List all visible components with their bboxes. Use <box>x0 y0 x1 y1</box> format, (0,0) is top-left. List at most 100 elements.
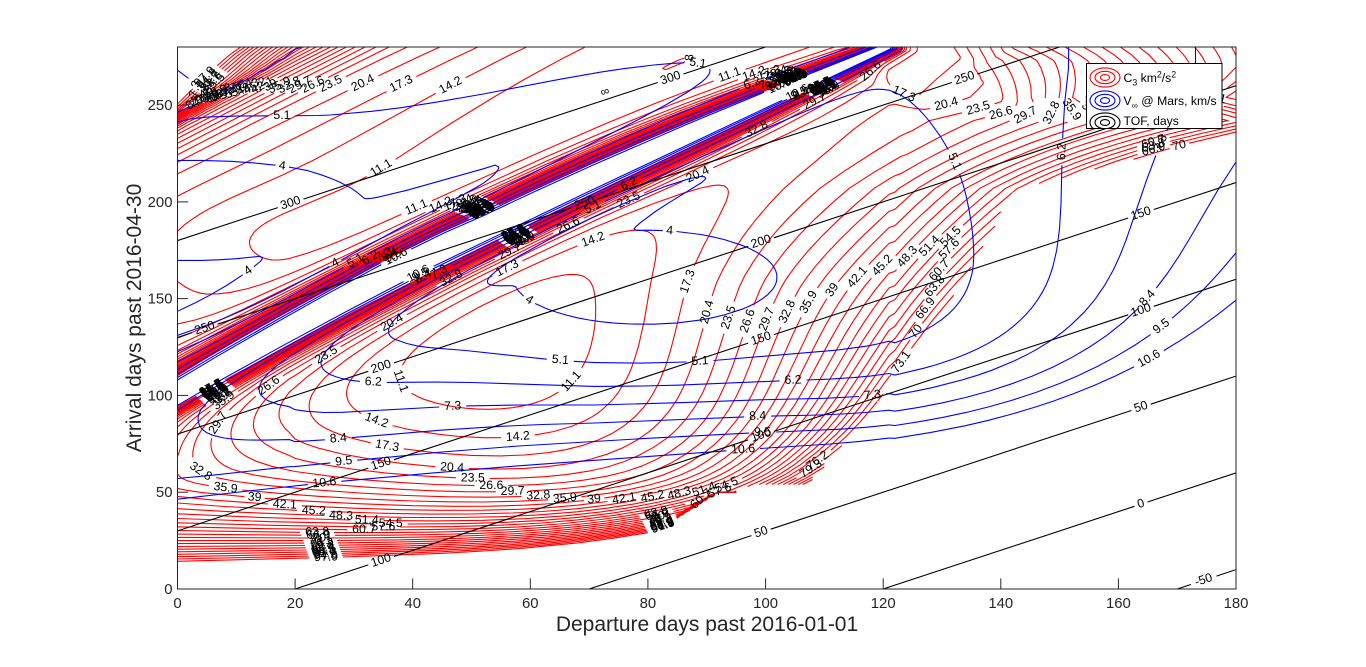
svg-text:88.6: 88.6 <box>649 514 676 534</box>
svg-text:70: 70 <box>203 85 222 104</box>
svg-text:-50: -50 <box>1193 570 1214 589</box>
svg-text:9.5: 9.5 <box>410 264 432 284</box>
svg-text:66.9: 66.9 <box>1140 139 1167 159</box>
svg-text:100: 100 <box>753 596 778 612</box>
svg-text:100: 100 <box>369 550 393 570</box>
svg-text:82.4: 82.4 <box>648 513 674 531</box>
svg-text:48.3: 48.3 <box>329 508 354 523</box>
svg-text:73.1: 73.1 <box>646 508 672 526</box>
svg-text:45.2: 45.2 <box>639 487 665 506</box>
svg-text:35.9: 35.9 <box>213 479 239 496</box>
svg-text:60: 60 <box>522 596 539 612</box>
svg-text:39: 39 <box>464 197 483 216</box>
svg-text:94.8: 94.8 <box>313 548 337 562</box>
svg-text:23.5: 23.5 <box>461 470 485 484</box>
svg-text:39: 39 <box>778 66 796 84</box>
svg-text:180: 180 <box>1224 596 1249 612</box>
svg-text:7.3: 7.3 <box>757 73 778 92</box>
svg-text:0: 0 <box>1135 496 1146 511</box>
svg-text:17.3: 17.3 <box>374 436 400 454</box>
svg-text:5.1: 5.1 <box>688 55 707 71</box>
svg-text:20.4: 20.4 <box>697 298 717 325</box>
svg-text:97.9: 97.9 <box>314 549 339 564</box>
svg-text:26.6: 26.6 <box>988 103 1015 123</box>
svg-text:79.3: 79.3 <box>310 537 334 551</box>
svg-text:35.9: 35.9 <box>552 490 577 506</box>
svg-text:140: 140 <box>988 596 1013 612</box>
svg-text:63.8: 63.8 <box>305 525 329 539</box>
svg-text:48.3: 48.3 <box>666 483 693 503</box>
svg-text:14.2: 14.2 <box>505 428 530 444</box>
svg-text:7.3: 7.3 <box>863 387 882 403</box>
svg-text:7.3: 7.3 <box>1150 132 1170 153</box>
svg-text:8: 8 <box>682 54 696 61</box>
svg-text:7.3: 7.3 <box>186 79 203 99</box>
svg-text:91.7: 91.7 <box>313 546 337 560</box>
svg-text:250: 250 <box>573 193 597 213</box>
svg-text:5.1: 5.1 <box>273 108 290 122</box>
svg-text:120: 120 <box>871 596 896 612</box>
svg-text:51.4: 51.4 <box>355 512 379 526</box>
svg-text:250: 250 <box>148 98 173 114</box>
svg-text:250: 250 <box>952 68 976 88</box>
svg-text:63.8: 63.8 <box>643 503 669 521</box>
svg-text:23.5: 23.5 <box>965 98 992 118</box>
svg-text:5.1: 5.1 <box>945 151 965 172</box>
svg-text:70: 70 <box>312 530 326 544</box>
svg-text:300: 300 <box>278 193 302 213</box>
svg-text:66.9: 66.9 <box>306 528 330 542</box>
svg-text:50: 50 <box>752 523 769 541</box>
svg-text:8.4: 8.4 <box>749 408 767 423</box>
svg-text:76.2: 76.2 <box>647 510 673 528</box>
svg-text:10.6: 10.6 <box>312 474 337 490</box>
svg-text:6.2: 6.2 <box>365 374 383 389</box>
svg-text:66.9: 66.9 <box>644 505 670 523</box>
svg-text:32.8: 32.8 <box>526 487 551 502</box>
svg-text:6.2: 6.2 <box>618 173 640 193</box>
svg-text:0: 0 <box>173 596 181 612</box>
svg-text:7.3: 7.3 <box>444 398 462 413</box>
svg-text:C3 km2/s2: C3 km2/s2 <box>1124 70 1177 88</box>
svg-text:0: 0 <box>164 582 172 598</box>
svg-text:150: 150 <box>148 292 173 308</box>
svg-text:85.5: 85.5 <box>311 542 335 556</box>
svg-text:20.4: 20.4 <box>440 459 465 474</box>
svg-text:6.2: 6.2 <box>1054 143 1068 160</box>
svg-text:39: 39 <box>822 280 841 299</box>
svg-text:150: 150 <box>369 453 393 473</box>
svg-text:70: 70 <box>203 380 222 399</box>
svg-text:39: 39 <box>247 489 262 504</box>
svg-text:85.5: 85.5 <box>648 514 675 534</box>
svg-text:70: 70 <box>785 68 803 86</box>
svg-text:4: 4 <box>666 223 674 237</box>
svg-text:Departure days past 2016-01-01: Departure days past 2016-01-01 <box>556 613 858 636</box>
svg-text:50: 50 <box>1132 398 1149 416</box>
svg-text:150: 150 <box>1129 203 1153 223</box>
svg-text:40: 40 <box>404 596 421 612</box>
svg-text:160: 160 <box>1106 596 1131 612</box>
svg-text:50: 50 <box>156 485 173 501</box>
svg-text:100: 100 <box>1129 300 1153 320</box>
svg-text:200: 200 <box>749 231 773 251</box>
svg-text:54.5: 54.5 <box>379 516 403 530</box>
svg-text:8.4: 8.4 <box>790 84 811 104</box>
svg-text:79.3: 79.3 <box>647 512 673 530</box>
svg-text:60.7: 60.7 <box>352 522 376 536</box>
svg-text:9.5: 9.5 <box>754 424 772 439</box>
svg-text:200: 200 <box>148 195 173 211</box>
svg-text:42.1: 42.1 <box>273 497 298 512</box>
svg-text:42.1: 42.1 <box>611 489 637 507</box>
svg-text:82.4: 82.4 <box>311 540 335 554</box>
svg-text:70: 70 <box>1171 137 1188 154</box>
svg-text:29.7: 29.7 <box>501 484 525 498</box>
svg-text:V∞ @ Mars, km/s: V∞ @ Mars, km/s <box>1124 94 1217 111</box>
svg-text:39: 39 <box>586 491 601 507</box>
svg-text:TOF, days: TOF, days <box>1124 114 1179 128</box>
svg-text:100: 100 <box>749 425 773 445</box>
svg-text:80: 80 <box>640 596 657 612</box>
svg-text:9.5: 9.5 <box>788 83 810 103</box>
svg-text:100: 100 <box>148 388 173 404</box>
svg-text:26.6: 26.6 <box>479 478 503 492</box>
svg-text:88.6: 88.6 <box>312 544 336 558</box>
svg-text:200: 200 <box>369 357 393 377</box>
